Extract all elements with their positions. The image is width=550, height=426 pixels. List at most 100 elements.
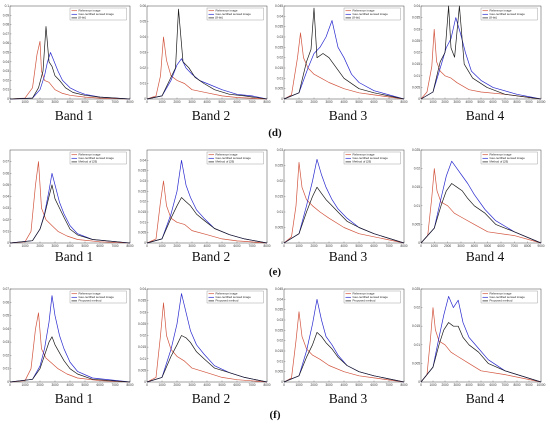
legend-label: Reference image	[490, 153, 512, 157]
plot-frame	[420, 288, 542, 383]
legend-label: Proposed method	[79, 299, 102, 303]
x-tick-label: 6000	[96, 383, 103, 387]
x-tick-label: 6000	[370, 244, 377, 248]
y-tick-label: 0.03	[140, 51, 146, 55]
legend-label: [8-bit]	[216, 16, 223, 20]
y-tick-label: 0	[281, 97, 283, 101]
x-tick-label: 1000	[295, 100, 302, 104]
series-line	[283, 332, 405, 383]
x-tick-label: 1000	[21, 100, 28, 104]
y-tick-label: 0.01	[140, 82, 146, 86]
legend-label: Geo-rectified sensed image	[490, 12, 526, 16]
plot-frame	[9, 288, 131, 383]
legend-label: Reference image	[79, 153, 101, 157]
y-tick-label: 0.015	[138, 210, 146, 214]
legend-label: Proposed method	[353, 299, 376, 303]
x-tick-label: 0	[146, 383, 148, 387]
x-tick-label: 0	[9, 244, 11, 248]
y-tick-label: 0.05	[3, 183, 9, 187]
x-tick-label: 8000	[263, 383, 270, 387]
x-tick-label: 1000	[429, 383, 436, 387]
y-tick-label: 0	[144, 97, 146, 101]
legend-box	[480, 151, 538, 165]
series-line	[420, 307, 542, 383]
histogram-panel: 00.010.020.030.040.050.060.070 1000 2000 30…	[3, 287, 134, 387]
x-tick-label: 7000	[248, 383, 255, 387]
series-line	[420, 28, 542, 100]
y-tick-label: 0.01	[140, 357, 146, 361]
band-caption: Band 3	[329, 391, 368, 406]
x-tick-label: 2000	[441, 383, 448, 387]
y-tick-label: 0.015	[138, 345, 146, 349]
y-tick-label: 0	[418, 241, 420, 245]
x-tick-label: 4000	[471, 244, 478, 248]
x-tick-label: 4000	[465, 100, 472, 104]
y-tick-label: 0.025	[275, 164, 283, 168]
x-tick-label: 3000	[51, 383, 58, 387]
x-tick-label: 6000	[233, 244, 240, 248]
x-tick-label: 6000	[96, 244, 103, 248]
y-tick-label: 0.05	[140, 20, 146, 24]
series-line	[283, 162, 405, 244]
y-tick-label: 0.035	[275, 308, 283, 312]
y-tick-label: 0.01	[277, 359, 283, 363]
series-line	[9, 184, 131, 244]
x-tick-label: 8000	[400, 100, 407, 104]
plot-frame	[9, 5, 131, 100]
x-tick-label: 7000	[385, 383, 392, 387]
legend-label: [8-bit]	[490, 16, 497, 20]
x-tick-label: 0	[283, 244, 285, 248]
legend-box	[206, 151, 264, 165]
legend-label: [8-bit]	[79, 16, 86, 20]
series-line	[420, 17, 542, 100]
x-tick-label: 5000	[355, 383, 362, 387]
y-tick-label: 0.015	[275, 195, 283, 199]
x-tick-label: 0	[420, 383, 422, 387]
legend-label: Method of [29]	[79, 160, 98, 164]
x-tick-label: 4000	[203, 100, 210, 104]
series-line	[146, 58, 268, 100]
series-line	[146, 36, 268, 100]
series-line	[420, 183, 542, 244]
y-tick-label: 0.01	[277, 76, 283, 80]
legend-label: Geo-rectified sensed image	[79, 12, 115, 16]
x-tick-label: 7000	[511, 244, 518, 248]
y-tick-label: 0.01	[414, 74, 420, 78]
y-tick-label: 0.015	[275, 66, 283, 70]
x-tick-label: 2000	[173, 100, 180, 104]
x-tick-label: 4000	[203, 244, 210, 248]
y-tick-label: 0.02	[414, 51, 420, 55]
legend-label: Reference image	[216, 292, 238, 296]
x-tick-label: 2000	[310, 383, 317, 387]
y-tick-label: 0.06	[140, 4, 146, 8]
y-tick-label: 0.005	[138, 368, 146, 372]
x-tick-label: 3000	[188, 100, 195, 104]
x-tick-label: 8000	[126, 244, 133, 248]
y-tick-label: 0.045	[275, 287, 283, 291]
x-tick-label: 1000	[295, 244, 302, 248]
x-tick-label: 6000	[489, 383, 496, 387]
y-tick-label: 0.06	[3, 41, 9, 45]
x-tick-label: 8000	[513, 100, 520, 104]
y-tick-label: 0.04	[3, 60, 9, 64]
y-tick-label: 0.01	[140, 220, 146, 224]
x-tick-label: 6000	[370, 100, 377, 104]
x-tick-label: 0	[9, 100, 11, 104]
y-tick-label: 0.02	[414, 306, 420, 310]
x-tick-label: 6000	[233, 383, 240, 387]
x-tick-label: 3000	[188, 244, 195, 248]
x-tick-label: 10000	[537, 100, 546, 104]
y-tick-label: 0.06	[3, 171, 9, 175]
y-tick-label: 0.03	[414, 27, 420, 31]
x-tick-label: 5000	[484, 244, 491, 248]
y-tick-label: 0.025	[275, 45, 283, 49]
x-tick-label: 0	[283, 383, 285, 387]
x-tick-label: 4000	[66, 244, 73, 248]
y-tick-label: 0.02	[3, 218, 9, 222]
legend-label: Proposed method	[490, 299, 513, 303]
legend-box	[343, 290, 401, 304]
x-tick-label: 5000	[218, 383, 225, 387]
band-caption: Band 4	[466, 391, 505, 406]
y-tick-label: 0.04	[3, 195, 9, 199]
